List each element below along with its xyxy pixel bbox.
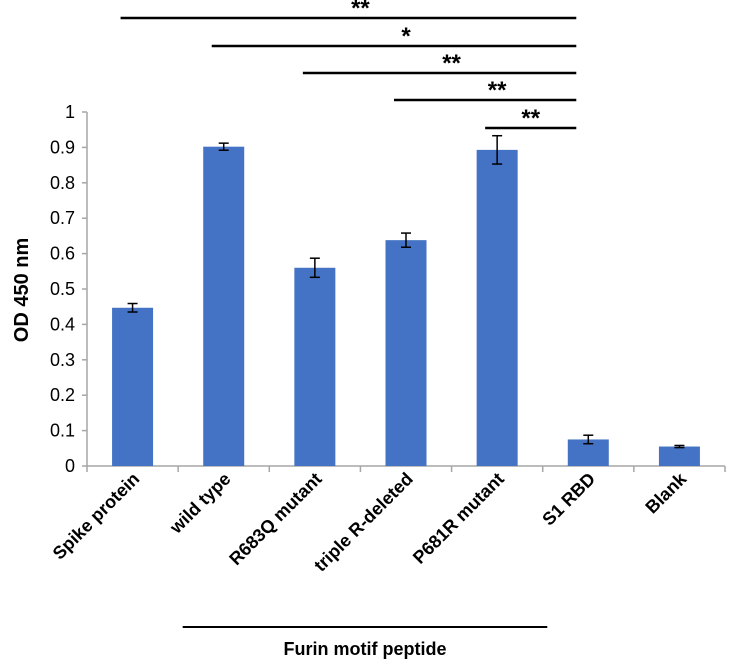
significance-bracket: * — [211, 23, 577, 50]
error-bar — [674, 444, 685, 449]
significance-label: ** — [442, 50, 461, 77]
category-label: Blank — [641, 468, 691, 518]
bar — [203, 146, 245, 466]
bar — [476, 149, 518, 467]
error-bar — [583, 434, 594, 445]
y-tick-label: 0.8 — [50, 173, 75, 193]
group-label: Furin motif peptide — [283, 639, 446, 659]
bar — [385, 240, 427, 466]
y-tick-label: 0.2 — [50, 385, 75, 405]
y-tick-labels: 0 0.1 0.2 0.3 0.4 0.5 0.6 0.7 0.8 0.9 1 — [50, 102, 75, 476]
y-tick-label: 0.1 — [50, 421, 75, 441]
significance-bracket: ** — [120, 0, 577, 22]
category-label: S1 RBD — [538, 469, 599, 530]
bar — [658, 446, 700, 466]
y-tick-label: 0.5 — [50, 279, 75, 299]
category-label: Spike protein — [49, 469, 144, 564]
bar — [112, 307, 154, 466]
y-tick-label: 0.4 — [50, 314, 75, 334]
significance-bracket: ** — [394, 77, 577, 104]
axes — [82, 111, 726, 472]
significance-label: ** — [521, 105, 540, 132]
y-tick-label: 0.3 — [50, 350, 75, 370]
significance-label: * — [401, 23, 411, 50]
y-tick-label: 0.6 — [50, 244, 75, 264]
error-bar — [492, 134, 503, 165]
error-bar — [309, 257, 320, 279]
significance-bracket: ** — [302, 50, 577, 77]
error-bar — [127, 302, 138, 313]
significance-label: ** — [488, 77, 507, 104]
category-label: R683Q mutant — [225, 469, 325, 569]
significance-bracket: ** — [485, 105, 577, 132]
category-label: triple R-deleted — [310, 469, 417, 576]
y-axis-title: OD 450 nm — [11, 238, 33, 342]
y-tick-label: 1 — [65, 102, 75, 122]
category-label: wild type — [165, 469, 234, 538]
bar — [294, 267, 336, 466]
error-bar — [218, 142, 229, 151]
category-label: P681R mutant — [409, 469, 508, 568]
error-bars — [127, 134, 685, 449]
y-tick-label: 0.7 — [50, 208, 75, 228]
y-tick-label: 0.9 — [50, 137, 75, 157]
significance-label: ** — [351, 0, 370, 22]
bars — [112, 146, 700, 467]
y-tick-label: 0 — [65, 456, 75, 476]
significance-brackets: ********* — [120, 0, 577, 132]
error-bar — [401, 232, 411, 248]
